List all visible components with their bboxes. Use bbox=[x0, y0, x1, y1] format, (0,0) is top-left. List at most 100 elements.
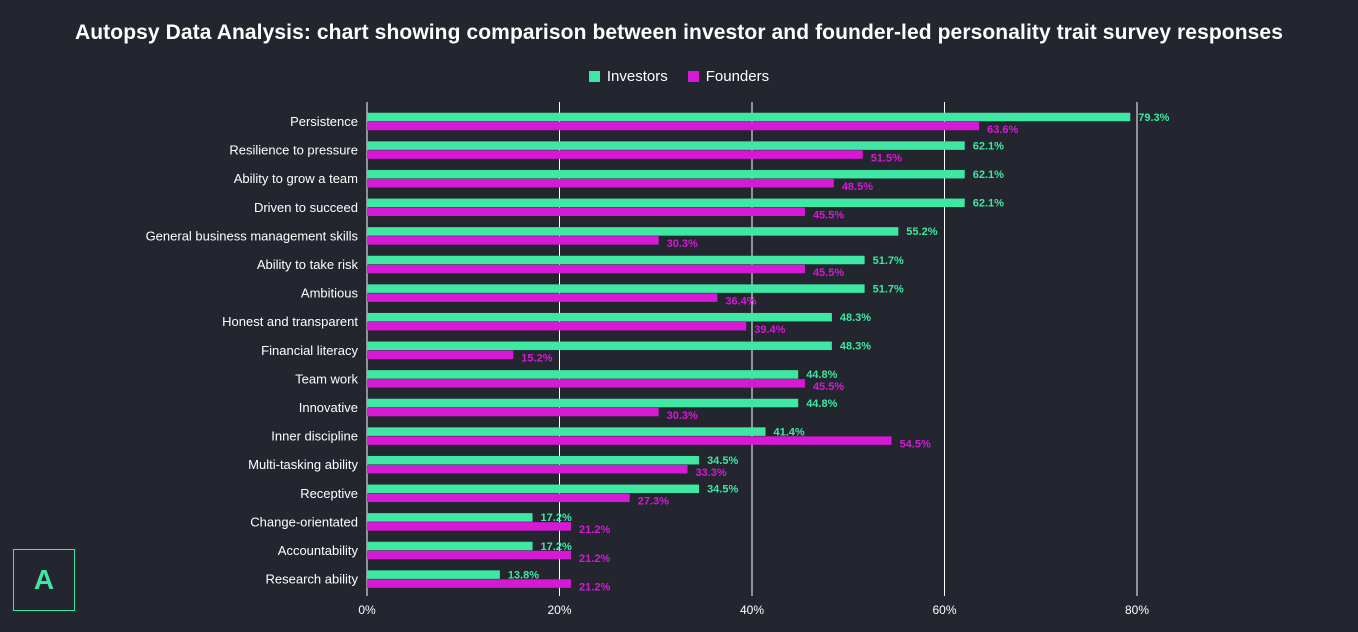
founders-data-label: 21.2% bbox=[579, 581, 610, 593]
founders-bar bbox=[367, 321, 747, 331]
category-label: Ability to grow a team bbox=[234, 171, 358, 186]
founders-bar bbox=[367, 264, 805, 274]
category-label: Ability to take risk bbox=[257, 257, 359, 272]
founders-data-label: 48.5% bbox=[842, 181, 873, 193]
founders-bar bbox=[367, 464, 688, 474]
founders-data-label: 39.4% bbox=[754, 324, 785, 336]
category-label: Multi-tasking ability bbox=[248, 457, 358, 472]
legend-swatch-investors bbox=[588, 71, 600, 82]
x-tick-label: 20% bbox=[547, 603, 571, 617]
x-tick-label: 80% bbox=[1125, 603, 1149, 617]
legend-label-founders: Founders bbox=[705, 68, 770, 85]
founders-data-label: 27.3% bbox=[638, 496, 669, 508]
investors-data-label: 55.2% bbox=[906, 226, 937, 238]
investors-bar bbox=[367, 370, 799, 379]
category-label: Resilience to pressure bbox=[229, 143, 358, 158]
founders-bar bbox=[367, 550, 572, 560]
investors-bar bbox=[367, 427, 766, 436]
category-label: Honest and transparent bbox=[222, 314, 358, 329]
founders-bar bbox=[367, 522, 572, 531]
investors-data-label: 34.5% bbox=[707, 484, 738, 496]
investors-bar bbox=[367, 484, 700, 494]
founders-data-label: 45.5% bbox=[813, 267, 844, 279]
founders-bar bbox=[367, 493, 630, 503]
investors-bar bbox=[367, 312, 832, 322]
investors-data-label: 34.5% bbox=[707, 455, 738, 467]
investors-data-label: 62.1% bbox=[973, 169, 1004, 181]
investors-data-label: 62.1% bbox=[973, 140, 1004, 152]
investors-bar bbox=[367, 570, 500, 579]
founders-bar bbox=[367, 207, 805, 217]
category-label: Innovative bbox=[299, 400, 358, 415]
category-label: Receptive bbox=[300, 486, 358, 501]
legend-item-investors[interactable]: Investors bbox=[588, 68, 668, 85]
founders-bar bbox=[367, 178, 834, 188]
investors-bar bbox=[367, 341, 832, 351]
investors-bar bbox=[367, 513, 533, 522]
category-label: Driven to succeed bbox=[254, 200, 358, 215]
category-label: Persistence bbox=[290, 114, 358, 129]
x-tick-label: 0% bbox=[358, 603, 376, 617]
investors-bar bbox=[367, 198, 965, 208]
founders-data-label: 30.3% bbox=[667, 238, 698, 250]
founders-data-label: 21.2% bbox=[579, 524, 610, 536]
founders-data-label: 54.5% bbox=[900, 438, 931, 450]
category-label: Research ability bbox=[266, 572, 359, 587]
investors-bar bbox=[367, 169, 965, 179]
founders-bar bbox=[367, 579, 572, 588]
legend-label-investors: Investors bbox=[606, 68, 668, 85]
legend-item-founders[interactable]: Founders bbox=[687, 68, 770, 85]
founders-bar bbox=[367, 293, 718, 302]
investors-data-label: 17.2% bbox=[541, 541, 572, 553]
investors-bar bbox=[367, 398, 799, 408]
category-label: General business management skills bbox=[146, 228, 359, 243]
category-label: Ambitious bbox=[301, 286, 359, 301]
founders-data-label: 21.2% bbox=[579, 553, 610, 565]
investors-bar bbox=[367, 455, 700, 465]
category-label: Accountability bbox=[278, 543, 359, 558]
founders-data-label: 51.5% bbox=[871, 152, 902, 164]
founders-bar bbox=[367, 121, 980, 131]
investors-bar bbox=[367, 141, 965, 150]
x-tick-label: 40% bbox=[740, 603, 764, 617]
founders-data-label: 15.2% bbox=[521, 353, 552, 365]
category-label: Inner discipline bbox=[271, 429, 358, 444]
founders-data-label: 30.3% bbox=[667, 410, 698, 422]
founders-data-label: 63.6% bbox=[987, 124, 1018, 136]
x-tick-label: 60% bbox=[932, 603, 956, 617]
investors-data-label: 44.8% bbox=[806, 369, 837, 381]
investors-data-label: 41.4% bbox=[773, 426, 804, 438]
founders-bar bbox=[367, 350, 514, 360]
investors-bar bbox=[367, 255, 865, 265]
founders-data-label: 45.5% bbox=[813, 381, 844, 393]
investors-data-label: 79.3% bbox=[1138, 112, 1169, 124]
investors-bar bbox=[367, 541, 533, 551]
founders-bar bbox=[367, 379, 805, 388]
chart-title: Autopsy Data Analysis: chart showing com… bbox=[74, 21, 1283, 44]
founders-bar bbox=[367, 236, 659, 245]
founders-data-label: 36.4% bbox=[725, 295, 756, 307]
founders-bar bbox=[367, 150, 863, 159]
investors-data-label: 51.7% bbox=[873, 283, 904, 295]
investors-data-label: 13.8% bbox=[508, 569, 539, 581]
founders-data-label: 45.5% bbox=[813, 210, 844, 222]
brand-logo: A bbox=[13, 549, 75, 611]
founders-data-label: 33.3% bbox=[696, 467, 727, 479]
investors-data-label: 44.8% bbox=[806, 398, 837, 410]
founders-bar bbox=[367, 407, 659, 417]
investors-data-label: 51.7% bbox=[873, 255, 904, 267]
investors-bar bbox=[367, 227, 899, 236]
investors-data-label: 62.1% bbox=[973, 198, 1004, 210]
category-label: Team work bbox=[295, 371, 358, 386]
investors-data-label: 48.3% bbox=[840, 312, 871, 324]
chart-legend: Investors Founders bbox=[0, 68, 1358, 85]
investors-data-label: 17.2% bbox=[541, 512, 572, 524]
legend-swatch-founders bbox=[687, 71, 699, 82]
investors-bar bbox=[367, 284, 865, 293]
category-label: Financial literacy bbox=[261, 343, 358, 358]
investors-data-label: 48.3% bbox=[840, 341, 871, 353]
founders-bar bbox=[367, 436, 892, 445]
category-label: Change-orientated bbox=[250, 514, 358, 529]
